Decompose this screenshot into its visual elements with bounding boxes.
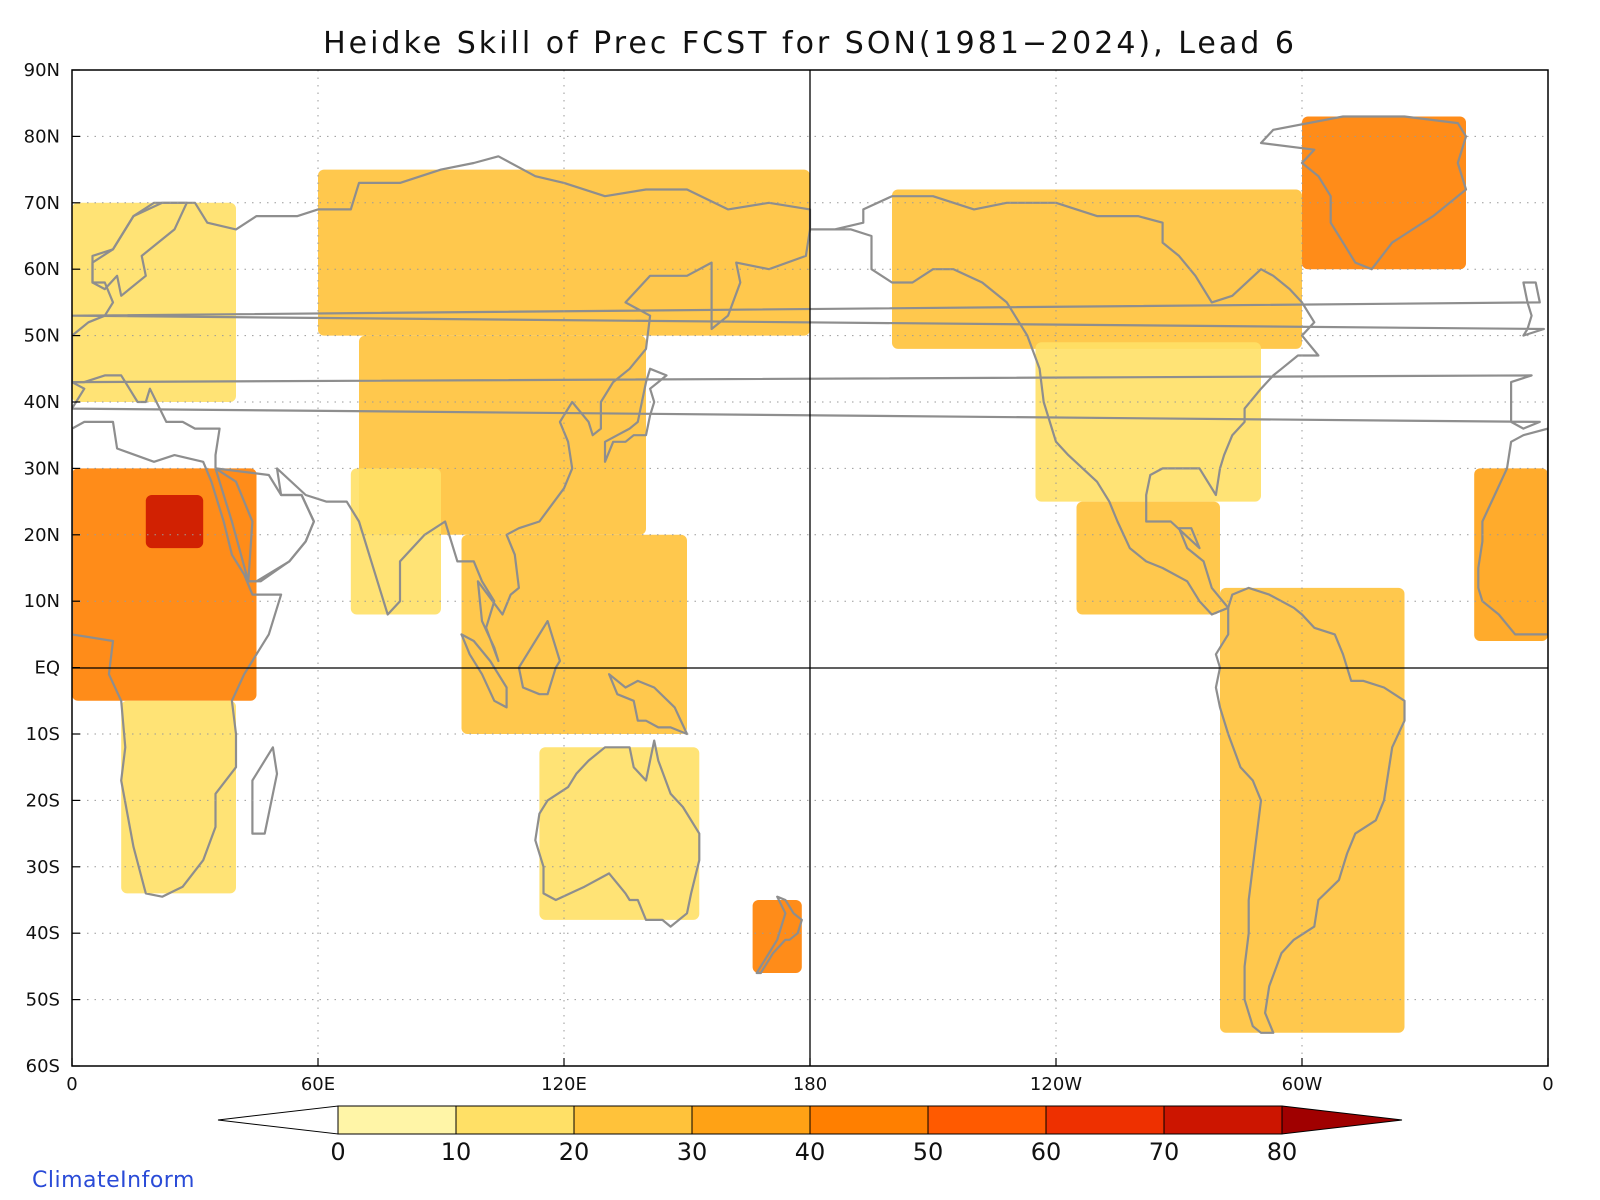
colorbar-tick-label: 10	[441, 1138, 472, 1166]
new-guinea-outline	[608, 673, 689, 736]
colorbar-above-triangle	[1281, 1105, 1403, 1135]
lat-tick-label: 50S	[26, 990, 60, 1011]
west-africa-outline	[1477, 427, 1548, 636]
lat-tick-label: 20N	[24, 525, 60, 546]
greenland-outline	[1259, 115, 1468, 271]
colorbar-segment	[1045, 1105, 1165, 1135]
colorbar-tick-label: 50	[913, 1138, 944, 1166]
skill-region	[72, 468, 257, 701]
skill-region	[1035, 342, 1261, 502]
skill-field	[72, 116, 1548, 1033]
madagascar-outline	[251, 746, 279, 835]
colorbar-tick-label: 0	[330, 1138, 345, 1166]
colorbar-segment	[927, 1105, 1047, 1135]
colorbar-segment	[809, 1105, 929, 1135]
skill-region	[539, 747, 700, 920]
lat-tick-label: 40S	[26, 923, 60, 944]
australia-outline	[534, 739, 701, 928]
skill-region	[1302, 116, 1466, 270]
colorbar-tick-label: 70	[1149, 1138, 1180, 1166]
gridlines	[72, 70, 1548, 1066]
colorbar-tick-label: 20	[559, 1138, 590, 1166]
colorbar-segment	[337, 1105, 457, 1135]
colorbar-tick-label: 40	[795, 1138, 826, 1166]
skill-region	[1474, 468, 1548, 642]
lat-tick-label: 90N	[24, 60, 60, 81]
colorbar-segment	[455, 1105, 575, 1135]
lon-tick-label: 0	[66, 1074, 77, 1095]
chart-title: Heidke Skill of Prec FCST for SON(1981−2…	[323, 26, 1297, 61]
skill-region	[318, 169, 810, 336]
credit-text: ClimateInform	[32, 1168, 195, 1193]
lat-tick-label: 60N	[24, 259, 60, 280]
lon-tick-label: 120W	[1030, 1074, 1082, 1095]
skill-region	[145, 494, 204, 549]
north-america-outline	[808, 195, 1320, 616]
sumatra-outline	[460, 633, 508, 709]
colorbar: 0 10 20 30 40 50 60 70 80	[217, 1105, 1403, 1166]
skill-region	[72, 202, 236, 402]
colorbar-segment	[573, 1105, 693, 1135]
skill-region	[350, 468, 441, 615]
lat-tick-label: 70N	[24, 193, 60, 214]
scandinavia-outline	[91, 201, 188, 297]
lat-tick-label: 20S	[26, 790, 60, 811]
colorbar-below-triangle	[217, 1105, 339, 1135]
lat-tick-label: 10S	[26, 724, 60, 745]
borneo-outline	[517, 620, 561, 696]
africa-outline	[72, 420, 283, 898]
new-zealand-outline	[755, 895, 803, 975]
colorbar-tick-label: 30	[677, 1138, 708, 1166]
britain-outline	[72, 281, 1545, 337]
lat-tick-label: 60S	[26, 1056, 60, 1077]
skill-region	[1220, 587, 1405, 1033]
lat-tick-label: 80N	[24, 126, 60, 147]
skill-region	[1076, 501, 1220, 615]
lat-tick-label: 30N	[24, 458, 60, 479]
colorbar-segment	[1163, 1105, 1283, 1135]
lon-tick-label: 180	[793, 1074, 827, 1095]
colorbar-tick-label: 60	[1031, 1138, 1062, 1166]
skill-region	[892, 189, 1302, 349]
skill-region	[461, 534, 687, 734]
lat-tick-label: 50N	[24, 326, 60, 347]
skill-region	[121, 700, 236, 894]
iberia-outline	[72, 374, 1541, 430]
colorbar-segment	[691, 1105, 811, 1135]
lon-tick-label: 60E	[301, 1074, 335, 1095]
south-america-outline	[1214, 586, 1406, 1034]
lat-tick-label: 30S	[26, 857, 60, 878]
lon-tick-label: 0	[1542, 1074, 1553, 1095]
lat-tick-label: 10N	[24, 591, 60, 612]
lon-tick-label: 60W	[1282, 1074, 1323, 1095]
arabia-outline	[214, 467, 315, 583]
colorbar-tick-label: 80	[1267, 1138, 1298, 1166]
coastlines	[72, 115, 1548, 1034]
longitude-axis: 0 60E 120E 180 120W 60W 0	[66, 1058, 1554, 1095]
lat-tick-label: 40N	[24, 392, 60, 413]
lon-tick-label: 120E	[541, 1074, 587, 1095]
latitude-axis: 90N 80N 70N 60N 50N 40N 30N 20N 10N EQ 10S 20S 30S 40…	[24, 60, 80, 1077]
lat-tick-label: EQ	[34, 658, 60, 679]
